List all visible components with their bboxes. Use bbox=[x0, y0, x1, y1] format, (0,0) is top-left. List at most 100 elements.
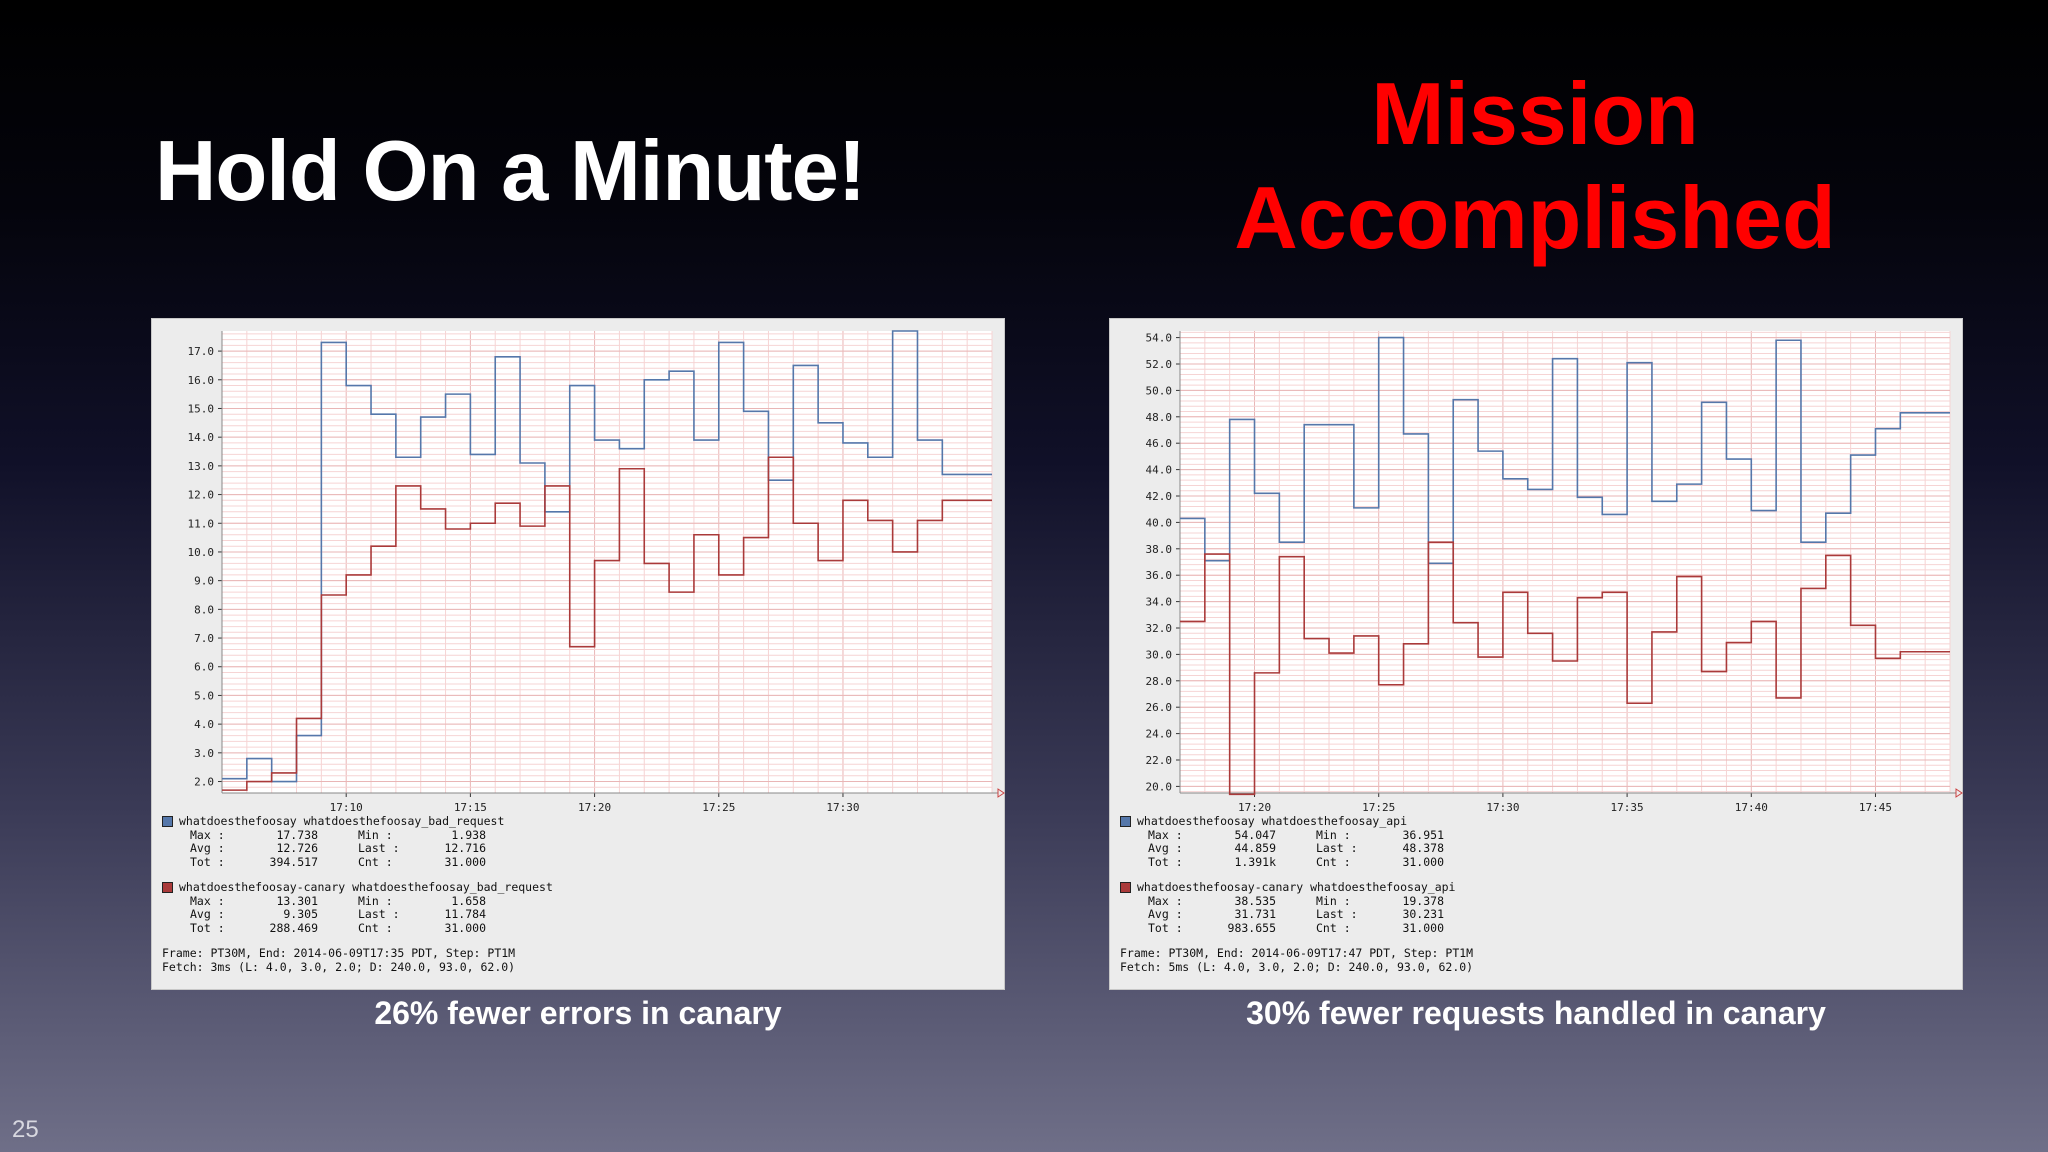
stat-max: 17.738 bbox=[276, 827, 318, 842]
x-tick-label: 17:20 bbox=[1238, 801, 1271, 814]
x-tick-label: 17:20 bbox=[578, 801, 611, 814]
legend-series-name: whatdoesthefoosay-canary whatdoesthefoos… bbox=[1137, 880, 1456, 894]
stat-label-avg: Avg : bbox=[190, 841, 225, 855]
x-tick-label: 17:10 bbox=[330, 801, 363, 814]
legend-swatch-red bbox=[1120, 882, 1131, 894]
stat-cnt: 31.000 bbox=[1402, 920, 1444, 935]
stat-label-max: Max : bbox=[190, 827, 225, 842]
y-tick-label: 34.0 bbox=[1146, 596, 1173, 609]
y-tick-label: 36.0 bbox=[1146, 569, 1173, 582]
y-tick-label: 44.0 bbox=[1146, 464, 1173, 477]
stat-min: 1.658 bbox=[451, 893, 486, 908]
y-tick-label: 48.0 bbox=[1146, 411, 1173, 424]
chart-legend-errors: whatdoesthefoosay whatdoesthefoosay_bad_… bbox=[162, 814, 992, 974]
legend-series-primary: whatdoesthefoosay whatdoesthefoosay_bad_… bbox=[162, 814, 992, 869]
y-tick-label: 30.0 bbox=[1146, 648, 1173, 661]
x-tick-label: 17:40 bbox=[1735, 801, 1768, 814]
y-tick-label: 26.0 bbox=[1146, 701, 1173, 714]
legend-series-name: whatdoesthefoosay whatdoesthefoosay_api bbox=[1137, 814, 1408, 828]
y-tick-label: 8.0 bbox=[194, 603, 214, 616]
y-tick-label: 38.0 bbox=[1146, 543, 1173, 556]
legend-series-canary: whatdoesthefoosay-canary whatdoesthefoos… bbox=[1120, 880, 1950, 935]
stat-label-cnt: Cnt : bbox=[1316, 920, 1351, 935]
stat-cnt: 31.000 bbox=[444, 854, 486, 869]
series-line-primary bbox=[222, 330, 992, 783]
stat-label-tot: Tot : bbox=[1148, 854, 1183, 869]
stat-label-last: Last : bbox=[1316, 841, 1358, 855]
y-tick-label: 9.0 bbox=[194, 575, 214, 588]
stat-label-min: Min : bbox=[1316, 827, 1351, 842]
slide-title-right: Mission Accomplished bbox=[1160, 62, 1910, 270]
y-tick-label: 46.0 bbox=[1146, 437, 1173, 450]
x-tick-label: 17:30 bbox=[1486, 801, 1519, 814]
stat-avg: 44.859 bbox=[1234, 841, 1276, 855]
y-tick-label: 10.0 bbox=[188, 546, 215, 559]
stat-last: 11.784 bbox=[444, 907, 486, 921]
y-tick-label: 14.0 bbox=[188, 431, 215, 444]
stat-avg: 9.305 bbox=[283, 907, 318, 921]
stat-label-cnt: Cnt : bbox=[358, 920, 393, 935]
stat-label-tot: Tot : bbox=[190, 920, 225, 935]
footer-fetch: Fetch: 5ms (L: 4.0, 3.0, 2.0; D: 240.0, … bbox=[1120, 959, 1474, 974]
y-tick-label: 42.0 bbox=[1146, 490, 1173, 503]
y-tick-label: 50.0 bbox=[1146, 384, 1173, 397]
stat-label-cnt: Cnt : bbox=[1316, 854, 1351, 869]
y-tick-label: 28.0 bbox=[1146, 675, 1173, 688]
stat-cnt: 31.000 bbox=[444, 920, 486, 935]
y-tick-label: 40.0 bbox=[1146, 516, 1173, 529]
footer-frame: Frame: PT30M, End: 2014-06-09T17:35 PDT,… bbox=[162, 946, 516, 960]
series-line-primary bbox=[1180, 336, 1950, 565]
stat-tot: 1.391k bbox=[1234, 854, 1276, 869]
y-tick-label: 32.0 bbox=[1146, 622, 1173, 635]
stat-max: 13.301 bbox=[276, 893, 318, 908]
stat-label-cnt: Cnt : bbox=[358, 854, 393, 869]
y-tick-label: 52.0 bbox=[1146, 358, 1173, 371]
stat-label-avg: Avg : bbox=[1148, 841, 1183, 855]
stat-label-tot: Tot : bbox=[1148, 920, 1183, 935]
x-tick-label: 17:15 bbox=[454, 801, 487, 814]
stat-label-min: Min : bbox=[358, 893, 393, 908]
x-axis-arrow bbox=[1955, 788, 1963, 798]
stat-label-avg: Avg : bbox=[1148, 907, 1183, 921]
x-tick-label: 17:45 bbox=[1859, 801, 1892, 814]
y-tick-label: 6.0 bbox=[194, 661, 214, 674]
stat-last: 30.231 bbox=[1402, 907, 1444, 921]
y-tick-label: 2.0 bbox=[194, 776, 214, 789]
y-tick-label: 13.0 bbox=[188, 460, 215, 473]
chart-caption-errors: 26% fewer errors in canary bbox=[374, 995, 782, 1031]
legend-series-name: whatdoesthefoosay-canary whatdoesthefoos… bbox=[179, 880, 553, 894]
y-tick-label: 5.0 bbox=[194, 689, 214, 702]
stat-max: 54.047 bbox=[1234, 827, 1276, 842]
chart-panel-requests: 20.0 22.0 24.0 26.0 28.0 30.0 32.0 34.0 36.0 38.0… bbox=[1109, 318, 1963, 990]
stat-label-max: Max : bbox=[1148, 893, 1183, 908]
y-tick-label: 22.0 bbox=[1146, 754, 1173, 767]
y-tick-label: 24.0 bbox=[1146, 728, 1173, 741]
stat-max: 38.535 bbox=[1234, 893, 1276, 908]
chart-requests: 20.0 22.0 24.0 26.0 28.0 30.0 32.0 34.0 36.0 38.0… bbox=[1146, 331, 1963, 814]
chart-footer: Frame: PT30M, End: 2014-06-09T17:47 PDT,… bbox=[1120, 946, 1950, 974]
y-tick-label: 16.0 bbox=[188, 374, 215, 387]
stat-min: 36.951 bbox=[1402, 827, 1444, 842]
stat-label-last: Last : bbox=[358, 907, 400, 921]
stat-label-min: Min : bbox=[358, 827, 393, 842]
stat-label-max: Max : bbox=[190, 893, 225, 908]
stat-tot: 288.469 bbox=[269, 920, 318, 935]
plot-area bbox=[1180, 331, 1950, 793]
stat-last: 12.716 bbox=[444, 841, 486, 855]
stat-tot: 983.655 bbox=[1227, 920, 1276, 935]
series-line-canary bbox=[1180, 541, 1950, 796]
legend-swatch-blue bbox=[162, 816, 173, 828]
y-tick-label: 11.0 bbox=[188, 517, 215, 530]
stat-avg: 31.731 bbox=[1234, 907, 1276, 921]
stat-label-tot: Tot : bbox=[190, 854, 225, 869]
y-tick-label: 17.0 bbox=[188, 345, 215, 358]
stat-label-avg: Avg : bbox=[190, 907, 225, 921]
x-tick-label: 17:30 bbox=[826, 801, 859, 814]
legend-series-name: whatdoesthefoosay whatdoesthefoosay_bad_… bbox=[179, 814, 505, 828]
chart-errors: 2.0 3.0 4.0 5.0 6.0 7.0 8.0 9.0 10.0 11.0 12.0 13.0… bbox=[188, 330, 1005, 814]
stat-tot: 394.517 bbox=[269, 854, 318, 869]
stat-last: 48.378 bbox=[1402, 841, 1444, 855]
y-tick-label: 54.0 bbox=[1146, 332, 1173, 345]
y-tick-label: 3.0 bbox=[194, 747, 214, 760]
legend-swatch-red bbox=[162, 882, 173, 894]
